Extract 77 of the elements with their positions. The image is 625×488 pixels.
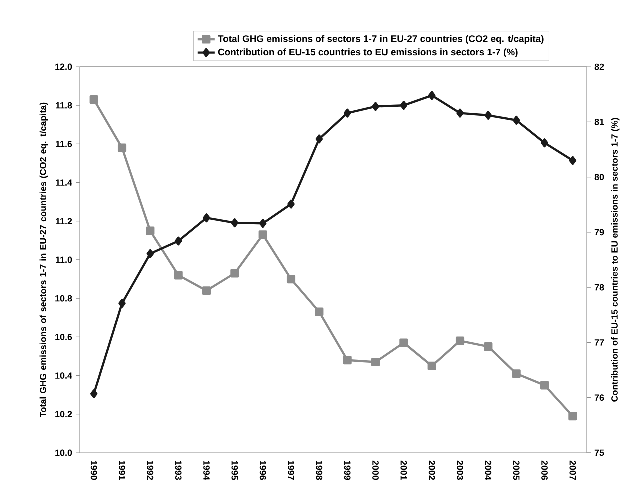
y2-tick-label: 80 bbox=[594, 174, 604, 180]
x-tick-label: 1994 bbox=[204, 461, 210, 480]
point bbox=[259, 219, 267, 228]
y-tick-label: 10.0 bbox=[56, 450, 72, 456]
x-tick-label: 1999 bbox=[344, 461, 351, 480]
x-tick-label: 2004 bbox=[485, 460, 492, 480]
x-tick-label: 2000 bbox=[372, 460, 379, 480]
y-tick-label: 11.8 bbox=[56, 102, 72, 109]
y-tick-label: 11.2 bbox=[56, 218, 72, 225]
x-tick-label: 1991 bbox=[119, 461, 126, 480]
y2-tick-label: 81 bbox=[594, 118, 604, 126]
x-tick-label: 2006 bbox=[542, 460, 548, 480]
y-tick-label: 11.0 bbox=[56, 256, 72, 264]
point bbox=[540, 381, 550, 390]
y2-tick-label: 82 bbox=[594, 64, 604, 70]
x-tick-label: 1992 bbox=[147, 461, 154, 480]
point bbox=[568, 412, 578, 421]
y2-axis-title: Contribution of EU-15 countries to EU emissions in sectors 1-7 (%) bbox=[611, 118, 620, 402]
point bbox=[316, 134, 324, 144]
point bbox=[512, 370, 521, 378]
point bbox=[288, 200, 295, 209]
point bbox=[118, 144, 127, 152]
point bbox=[371, 358, 380, 367]
point bbox=[344, 108, 352, 118]
point bbox=[231, 218, 239, 228]
x-tick-label: 2001 bbox=[400, 460, 408, 480]
y2-tick-label: 75 bbox=[594, 450, 604, 456]
y2-tick-label: 78 bbox=[594, 284, 604, 291]
legend-label: Contribution of EU-15 countries to EU emissions in sectors 1-7 (%) bbox=[218, 48, 518, 58]
point bbox=[372, 102, 380, 112]
x-tick-label: 2007 bbox=[570, 460, 576, 480]
point bbox=[203, 214, 210, 223]
y2-tick-label: 76 bbox=[594, 394, 604, 402]
point bbox=[146, 226, 155, 236]
point bbox=[174, 236, 182, 246]
x-tick-label: 2005 bbox=[513, 460, 520, 480]
y-tick-label: 10.4 bbox=[56, 372, 72, 379]
y-axis-title: Total GHG emissions of sectors 1-7 in EU-27 countries (CO2 eq. t/capita) bbox=[40, 102, 48, 418]
point bbox=[512, 116, 520, 125]
point bbox=[456, 336, 465, 346]
point bbox=[484, 111, 492, 120]
y-tick-label: 10.6 bbox=[56, 334, 72, 340]
point bbox=[400, 338, 408, 348]
point bbox=[118, 299, 126, 308]
y-tick-label: 11.4 bbox=[56, 180, 72, 186]
point bbox=[202, 286, 212, 296]
x-tick-label: 1993 bbox=[175, 461, 182, 480]
point bbox=[286, 275, 296, 284]
y-tick-label: 10.8 bbox=[56, 295, 72, 302]
y-tick-label: 10.2 bbox=[56, 411, 72, 418]
point bbox=[174, 271, 183, 280]
x-tick-label: 1998 bbox=[316, 461, 323, 480]
x-tick-label: 1997 bbox=[288, 461, 294, 480]
x-tick-label: 2003 bbox=[457, 460, 464, 480]
point bbox=[456, 108, 464, 118]
point bbox=[484, 342, 493, 352]
legend-label: Total GHG emissions of sectors 1-7 in EU-27 countries (CO2 eq. t/capita) bbox=[218, 35, 544, 44]
point bbox=[90, 390, 98, 398]
x-tick-label: 1990 bbox=[90, 461, 98, 480]
y2-tick-label: 77 bbox=[594, 340, 604, 346]
point bbox=[428, 91, 436, 100]
x-tick-label: 2002 bbox=[428, 460, 436, 480]
point bbox=[315, 308, 324, 316]
point bbox=[90, 96, 98, 104]
x-tick-label: 1996 bbox=[260, 461, 266, 480]
point bbox=[541, 138, 548, 148]
y-tick-label: 12.0 bbox=[56, 64, 72, 70]
point bbox=[428, 362, 436, 370]
y2-tick-label: 79 bbox=[594, 229, 604, 236]
point bbox=[569, 156, 577, 166]
point bbox=[343, 356, 352, 365]
x-tick-label: 1995 bbox=[232, 461, 238, 480]
point bbox=[230, 269, 240, 278]
y-tick-label: 11.6 bbox=[56, 141, 72, 148]
point bbox=[146, 249, 154, 258]
point bbox=[258, 230, 268, 240]
point bbox=[400, 101, 408, 110]
